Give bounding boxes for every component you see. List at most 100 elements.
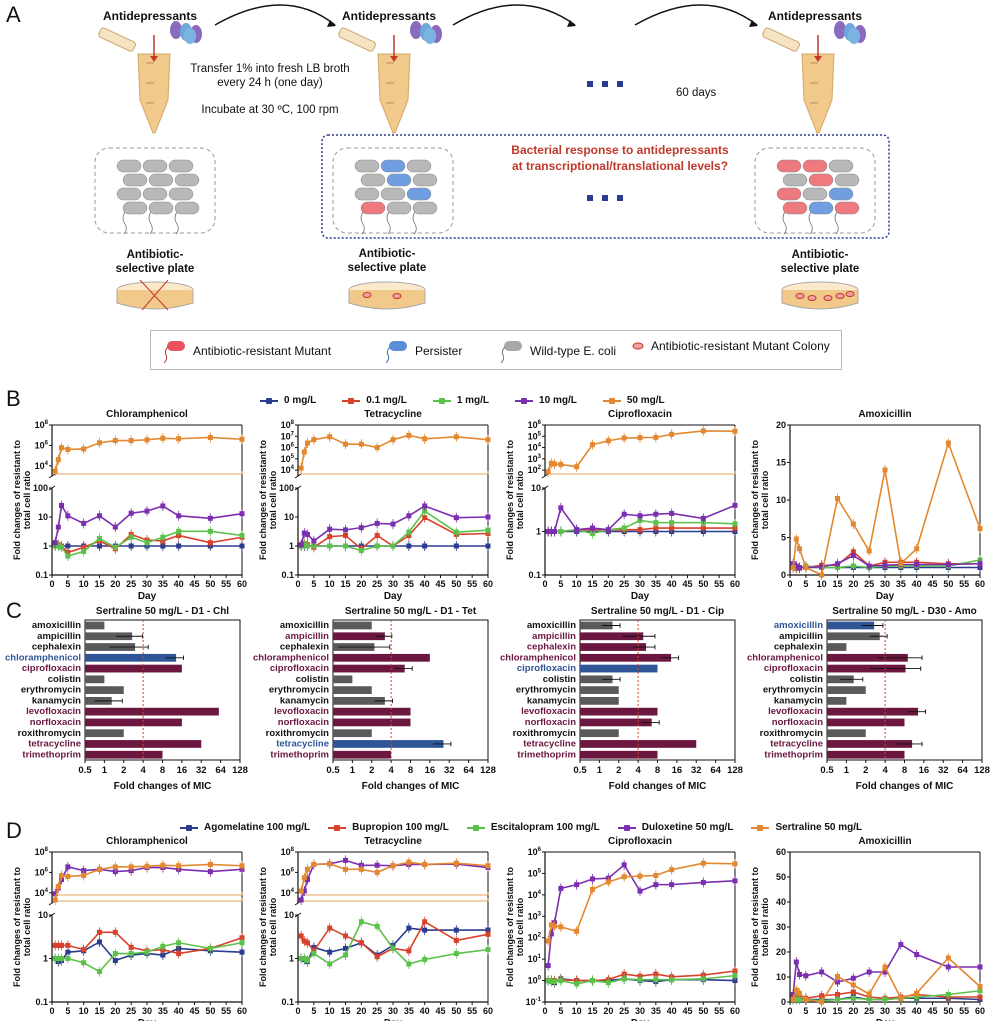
legend-item-persister: Persister (381, 339, 462, 363)
x-tick-label: 5 (558, 1006, 563, 1016)
bar (580, 621, 613, 630)
antidepressants-label-2: Antidepressants (342, 9, 437, 23)
plate-label-line: selective plate (780, 263, 860, 275)
chart-title: Amoxicillin (858, 409, 911, 420)
x-tick-label: 32 (196, 765, 207, 776)
category-label: norfloxacin (30, 717, 81, 728)
chart-title: Ciprofloxacin (608, 836, 672, 847)
x-tick-label: 20 (848, 579, 858, 589)
category-label: roxithromycin (513, 728, 577, 739)
line-chart-D-cip: Ciprofloxacin Fold changes of resistant t… (505, 836, 740, 1021)
x-tick-label: 35 (896, 579, 906, 589)
x-tick-label: 15 (94, 1006, 104, 1016)
x-tick-label: 40 (174, 579, 184, 589)
bar (85, 740, 202, 748)
category-label: kanamycin (32, 695, 81, 706)
cell-type-legend: Antibiotic-resistant Mutant Persister Wi… (150, 330, 842, 370)
bar (333, 621, 372, 630)
line-chart-D-amo: Amoxicillin Fold changes of resistant tot… (750, 836, 985, 1021)
category-label: trimethoprim (764, 749, 823, 760)
category-label: amoxicillin (774, 620, 823, 631)
tick-label: 10 (531, 483, 541, 493)
bacterium-cell-icon (354, 159, 380, 173)
tick-label: 40 (776, 897, 786, 907)
analysis-box (321, 134, 890, 239)
x-tick-label: 2 (616, 765, 621, 776)
bar (827, 750, 905, 759)
category-label: erythromycin (763, 685, 823, 696)
x-tick-label: 16 (919, 765, 930, 776)
cell-bubble (94, 147, 216, 234)
x-tick-label: 16 (425, 765, 436, 776)
x-tick-label: 50 (205, 1006, 215, 1016)
arrowhead-2 (567, 20, 576, 27)
legend-marker-icon (180, 824, 198, 831)
bar (333, 697, 385, 705)
x-tick-label: 128 (727, 765, 743, 776)
x-tick-label: 10 (79, 579, 89, 589)
flagellum (834, 211, 839, 235)
pill-icon-2 (410, 21, 442, 44)
legend-marker-icon (260, 397, 278, 404)
chart-title: Chloramphenicol (106, 409, 188, 420)
legend-label: Sertraline 50 mg/L (775, 822, 863, 833)
x-tick-label: 20 (356, 579, 366, 589)
tick-label: 0.1 (281, 570, 294, 580)
x-tick-label: 30 (388, 579, 398, 589)
x-tick-label: 45 (189, 579, 199, 589)
x-tick-label: 25 (372, 579, 382, 589)
x-tick-label: 10 (79, 1006, 89, 1016)
x-tick-label: 10 (325, 1006, 335, 1016)
chart-title: Sertraline 50 mg/L - D1 - Cip (591, 606, 724, 617)
x-tick-label: 0.5 (820, 765, 834, 776)
x-tick-label: 15 (340, 1006, 350, 1016)
x-tick-label: 4 (882, 765, 888, 776)
bacterium-cell-icon (148, 201, 174, 215)
x-tick-label: 55 (221, 579, 231, 589)
flagellum (174, 211, 179, 235)
bacterium-cell-icon (406, 187, 432, 201)
tick-label: 10 (284, 512, 294, 522)
plate-2 (348, 281, 426, 310)
bacterium-cell-icon (828, 159, 854, 173)
plate-label-3: Antibiotic-selective plate (765, 248, 875, 276)
tick-label: 105 (528, 431, 542, 441)
series-line (54, 436, 243, 472)
legend-entry: 10 mg/L (515, 395, 577, 406)
bacterium-cell-icon (802, 159, 828, 173)
series-line (55, 941, 243, 973)
ellipsis-dots-1 (587, 81, 623, 87)
arrowhead-1 (327, 20, 336, 27)
tick-label: 50 (776, 872, 786, 882)
x-tick-label: 1 (350, 765, 356, 776)
legend-entry: Bupropion 100 mg/L (328, 822, 449, 833)
x-tick-label: 2 (863, 765, 868, 776)
flagellum (412, 211, 417, 235)
category-label: chloramphenicol (747, 652, 823, 663)
plate-label-line: selective plate (115, 263, 195, 275)
category-label: trimethoprim (517, 749, 576, 760)
y-axis-label: Fold changes of resistant tototal cell r… (258, 439, 278, 560)
legend-label: 0 mg/L (284, 395, 317, 406)
tick-label: 108 (281, 420, 295, 430)
legend-label: Wild-type E. coli (530, 344, 617, 358)
bar (333, 718, 411, 727)
x-axis-label: Day (138, 591, 157, 602)
tick-label: 0.1 (35, 570, 48, 580)
x-tick-label: 0.5 (78, 765, 92, 776)
bacterium-cell-icon (116, 187, 142, 201)
x-tick-label: 0 (542, 1006, 547, 1016)
x-tick-label: 0 (295, 579, 300, 589)
persister-cell-icon (385, 341, 407, 363)
significance-bracket (54, 471, 243, 475)
category-label: erythromycin (21, 685, 81, 696)
bacterium-cell-icon (776, 187, 802, 201)
bacterium-cell-icon (142, 159, 168, 173)
tick-label: 104 (528, 890, 542, 900)
line-chart-B-cip: Ciprofloxacin Fold changes of resistant t… (505, 409, 740, 602)
x-tick-label: 5 (65, 1006, 70, 1016)
bacterium-cell-icon (174, 173, 200, 187)
flagellum (386, 211, 391, 235)
tick-label: 1 (289, 954, 294, 964)
category-label: colistin (48, 674, 81, 685)
